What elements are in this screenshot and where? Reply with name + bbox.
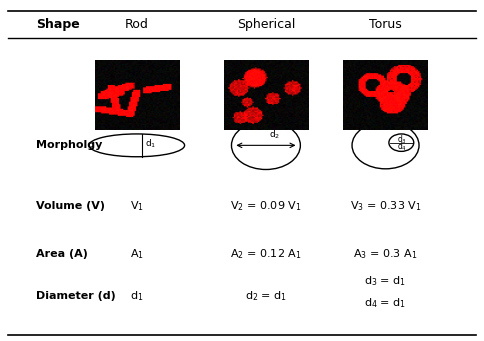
Text: Spherical: Spherical (237, 18, 295, 31)
Text: Morpholgy: Morpholgy (36, 140, 103, 150)
Text: Shape: Shape (36, 18, 80, 31)
Text: V$_3$ = 0.33 V$_1$: V$_3$ = 0.33 V$_1$ (350, 199, 422, 213)
Text: A$_1$: A$_1$ (130, 248, 144, 261)
Text: d$_4$: d$_4$ (397, 141, 407, 153)
Text: Volume (V): Volume (V) (36, 201, 105, 211)
Text: d$_3$ = d$_1$: d$_3$ = d$_1$ (364, 274, 407, 288)
Text: Area (A): Area (A) (36, 249, 88, 260)
Text: d$_3$: d$_3$ (397, 133, 407, 146)
Text: d$_2$ = d$_1$: d$_2$ = d$_1$ (245, 290, 287, 303)
Text: Rod: Rod (125, 18, 149, 31)
Text: d$_4$ = d$_1$: d$_4$ = d$_1$ (364, 296, 407, 310)
Text: Diameter (d): Diameter (d) (36, 291, 116, 301)
Text: d$_1$: d$_1$ (145, 137, 157, 150)
Text: A$_3$ = 0.3 A$_1$: A$_3$ = 0.3 A$_1$ (353, 248, 418, 261)
Text: V$_2$ = 0.09 V$_1$: V$_2$ = 0.09 V$_1$ (230, 199, 302, 213)
Text: L: L (140, 118, 145, 128)
Text: d$_1$: d$_1$ (130, 290, 143, 303)
Text: V$_1$: V$_1$ (130, 199, 144, 213)
Text: Torus: Torus (369, 18, 402, 31)
Text: d$_2$: d$_2$ (269, 129, 280, 141)
Text: A$_2$ = 0.12 A$_1$: A$_2$ = 0.12 A$_1$ (230, 248, 302, 261)
